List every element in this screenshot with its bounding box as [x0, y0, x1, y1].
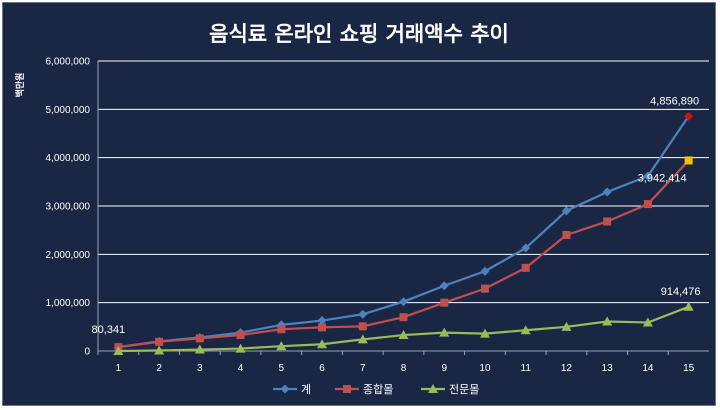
data-point — [235, 343, 246, 353]
data-point — [399, 313, 408, 322]
data-point — [683, 301, 694, 311]
x-axis-ticks: 1 2 3 4 5 6 7 8 9 10 11 12 13 14 15 — [97, 351, 695, 374]
data-point — [277, 325, 286, 334]
data-point — [602, 316, 613, 326]
data-point — [358, 322, 367, 331]
y-axis-unit-label: 백만원 — [14, 73, 26, 98]
data-point — [440, 298, 449, 307]
x-tick-label: 3 — [197, 363, 203, 374]
data-point — [480, 266, 490, 276]
y-tick-label: 5,000,000 — [46, 105, 91, 116]
data-point — [154, 345, 165, 355]
data-point — [276, 341, 287, 351]
data-point — [684, 111, 694, 121]
x-tick-label: 12 — [561, 363, 573, 374]
legend: 계 종합몰 전문몰 — [273, 383, 479, 396]
data-point — [521, 243, 531, 253]
series-3 — [113, 301, 694, 355]
x-tick-label: 13 — [602, 363, 614, 374]
series-2 — [114, 156, 693, 352]
data-point — [357, 334, 368, 344]
data-point — [520, 325, 531, 335]
data-point — [113, 346, 124, 355]
data-point — [642, 317, 653, 327]
data-point — [317, 339, 328, 349]
data-point — [479, 328, 490, 338]
x-tick-label: 8 — [401, 363, 407, 374]
x-tick-label: 4 — [238, 363, 244, 374]
gridlines — [97, 60, 709, 352]
data-labels: 80,341 4,856,890 3,942,414 914,476 — [92, 95, 701, 336]
legend-label: 전문몰 — [449, 383, 479, 396]
data-point — [318, 323, 327, 332]
legend-item: 계 — [273, 383, 311, 396]
data-point — [480, 284, 489, 293]
x-tick-label: 1 — [116, 363, 122, 374]
legend-item: 종합몰 — [335, 383, 393, 396]
x-tick-label: 11 — [521, 363, 532, 374]
data-point — [562, 231, 571, 239]
data-label: 3,942,414 — [638, 172, 687, 184]
data-point — [194, 344, 205, 354]
x-tick-label: 6 — [319, 363, 325, 374]
data-point — [521, 263, 530, 272]
y-tick-label: 3,000,000 — [46, 202, 91, 213]
data-point — [317, 316, 327, 326]
data-label: 4,856,890 — [650, 95, 699, 107]
data-label: 914,476 — [661, 286, 701, 298]
data-point — [399, 297, 408, 307]
legend-marker — [280, 384, 290, 394]
data-point — [561, 321, 572, 331]
data-point — [439, 281, 449, 291]
data-point — [398, 330, 409, 340]
data-point — [358, 309, 368, 319]
legend-item: 전문몰 — [421, 383, 479, 396]
x-tick-label: 5 — [279, 363, 285, 374]
legend-label: 종합몰 — [363, 383, 393, 396]
data-point — [602, 187, 612, 197]
x-tick-label: 2 — [156, 363, 162, 374]
legend-label: 계 — [301, 383, 311, 396]
legend-marker — [343, 385, 351, 393]
x-tick-label: 10 — [479, 363, 491, 374]
x-tick-label: 15 — [683, 363, 695, 374]
y-tick-label: 2,000,000 — [46, 250, 91, 261]
data-point — [155, 337, 164, 346]
data-point — [603, 217, 612, 226]
data-label: 80,341 — [92, 324, 126, 336]
chart-title: 음식료 온라인 쇼핑 거래액수 추이 — [209, 22, 509, 46]
series-line — [118, 115, 690, 349]
data-point — [643, 200, 652, 209]
y-tick-label: 1,000,000 — [46, 298, 91, 309]
legend-marker — [428, 384, 438, 393]
x-tick-label: 14 — [642, 363, 654, 374]
line-chart: 음식료 온라인 쇼핑 거래액수 추이 백만원 0 1,000,000 2,000,0… — [14, 22, 709, 396]
data-point — [643, 171, 653, 181]
data-point — [195, 334, 204, 343]
data-point — [561, 206, 571, 216]
y-tick-label: 4,000,000 — [46, 153, 91, 164]
data-point — [439, 327, 450, 337]
x-tick-label: 9 — [441, 363, 447, 374]
y-tick-label: 0 — [84, 347, 90, 358]
series-group — [113, 111, 694, 355]
y-axis-ticks: 0 1,000,000 2,000,000 3,000,000 4,000,000 5,0… — [46, 57, 91, 358]
data-point — [684, 156, 693, 165]
chart-frame: 음식료 온라인 쇼핑 거래액수 추이 백만원 0 1,000,000 2,000,0… — [2, 2, 716, 406]
x-tick-label: 7 — [360, 363, 366, 374]
data-point — [236, 331, 245, 340]
y-tick-label: 6,000,000 — [46, 57, 91, 68]
